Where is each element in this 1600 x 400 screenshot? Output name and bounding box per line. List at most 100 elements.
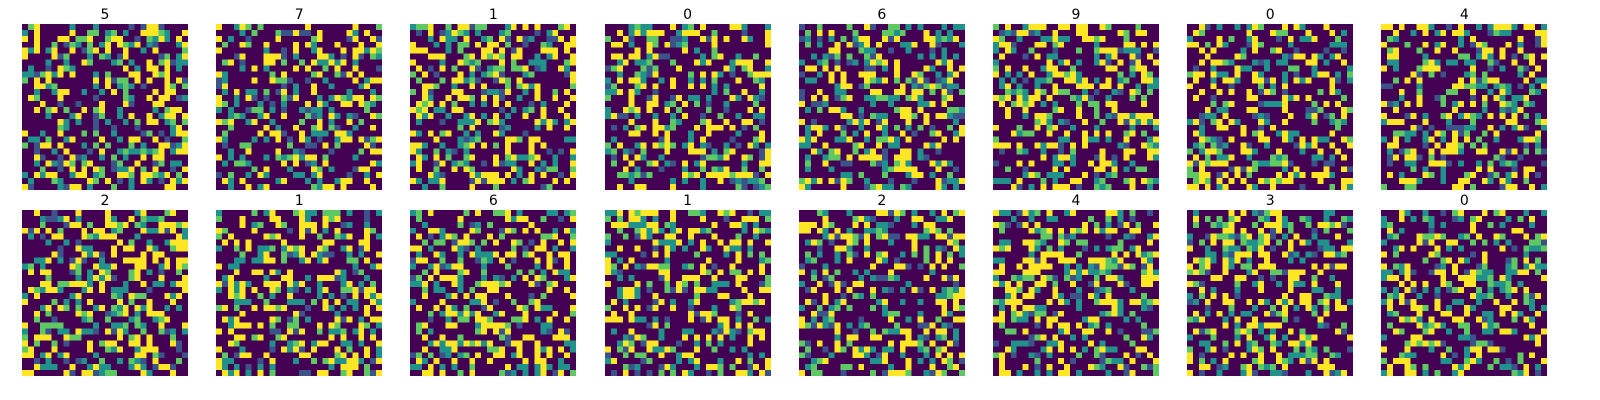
heatmap-cell [245, 118, 252, 125]
heatmap-cell [864, 130, 871, 137]
heatmap-cell [540, 148, 547, 155]
heatmap-cell [22, 124, 29, 131]
heatmap-cell [463, 35, 470, 42]
heatmap-cell [233, 77, 241, 84]
heatmap-cell [893, 154, 900, 161]
heatmap-cell [523, 130, 530, 137]
heatmap-cell [646, 107, 653, 114]
heatmap-cell [440, 124, 447, 131]
heatmap-cell [687, 35, 694, 42]
heatmap-cell [487, 83, 494, 90]
heatmap-cell [604, 53, 611, 60]
heatmap-cell [269, 130, 276, 137]
heatmap-cell [1234, 77, 1241, 84]
heatmap-cell [752, 77, 759, 84]
heatmap-cell [552, 178, 559, 185]
heatmap-cell [346, 148, 353, 155]
heatmap-cell [81, 124, 88, 131]
heatmap-cell [134, 65, 141, 72]
heatmap-cell [711, 35, 718, 42]
heatmap-cell [251, 89, 258, 96]
heatmap-cell [616, 59, 623, 66]
heatmap-cell [1022, 130, 1029, 137]
heatmap-cell [729, 35, 736, 42]
heatmap-cell [311, 59, 318, 66]
heatmap-cell [758, 24, 765, 31]
heatmap-cell [699, 160, 706, 167]
heatmap-cell [764, 77, 771, 84]
heatmap-cell [63, 41, 70, 48]
heatmap-cell [269, 107, 276, 114]
heatmap-cell [1081, 178, 1088, 185]
heatmap-cell [463, 41, 470, 48]
heatmap-cell [463, 101, 470, 108]
heatmap-cell [646, 172, 653, 179]
heatmap-cell [158, 95, 165, 102]
heatmap-cell [287, 83, 294, 90]
heatmap-cell [1135, 178, 1142, 185]
heatmap-cell [1028, 95, 1035, 102]
heatmap-cell [675, 112, 682, 119]
heatmap-cell [740, 101, 747, 108]
heatmap-cell [640, 142, 647, 149]
heatmap-cell [675, 118, 682, 125]
heatmap-cell [352, 112, 359, 119]
heatmap-cell [110, 77, 117, 84]
heatmap-cell [1141, 154, 1148, 161]
heatmap-cell [887, 53, 894, 60]
heatmap-cell [45, 166, 52, 173]
heatmap-cell [1129, 136, 1136, 143]
heatmap-cell [881, 178, 888, 185]
heatmap-cell [81, 112, 88, 119]
heatmap-cell [370, 59, 377, 66]
heatmap-cell [146, 154, 153, 161]
heatmap-cell [275, 89, 282, 96]
heatmap-cell [487, 77, 494, 84]
heatmap-cell [51, 41, 58, 48]
heatmap-cell [146, 166, 153, 173]
heatmap-cell [505, 53, 512, 60]
heatmap-cell [634, 71, 641, 78]
heatmap-cell [164, 41, 171, 48]
heatmap-cell [1087, 35, 1094, 42]
heatmap-cell [828, 136, 835, 143]
heatmap-cell [170, 71, 177, 78]
heatmap-cell [1216, 24, 1223, 31]
heatmap-cell [505, 118, 512, 125]
heatmap-cell [681, 166, 688, 173]
heatmap-cell [299, 178, 306, 185]
heatmap-cell [1093, 142, 1100, 149]
heatmap-cell [422, 41, 429, 48]
heatmap-cell [1323, 71, 1330, 78]
heatmap-cell [1076, 107, 1083, 114]
heatmap-cell [899, 95, 906, 102]
heatmap-cell [693, 65, 700, 72]
heatmap-cell [517, 41, 524, 48]
heatmap-cell [116, 160, 123, 167]
heatmap-cell [1087, 124, 1094, 131]
heatmap-cell [646, 136, 653, 143]
heatmap-cell [941, 59, 948, 66]
heatmap-cell [669, 47, 676, 54]
heatmap-cell [758, 112, 765, 119]
heatmap-cell [1040, 166, 1047, 173]
heatmap-cell [681, 59, 688, 66]
heatmap-cell [1204, 53, 1212, 60]
heatmap-cell [158, 178, 165, 185]
heatmap-cell [528, 95, 536, 102]
heatmap-cell [564, 118, 571, 125]
heatmap-cell [899, 172, 906, 179]
heatmap-cell [634, 89, 641, 96]
heatmap-cell [604, 136, 611, 143]
heatmap-cell [1210, 47, 1217, 54]
heatmap-cell [846, 101, 853, 108]
heatmap-cell [1129, 130, 1136, 137]
heatmap-cell [499, 24, 506, 31]
heatmap-cell [182, 124, 188, 131]
heatmap-cell [834, 83, 841, 90]
heatmap-cell [634, 154, 641, 161]
heatmap-cell [158, 166, 165, 173]
heatmap-cell [1004, 160, 1011, 167]
heatmap-cell [1147, 130, 1154, 137]
heatmap-cell [705, 166, 712, 173]
